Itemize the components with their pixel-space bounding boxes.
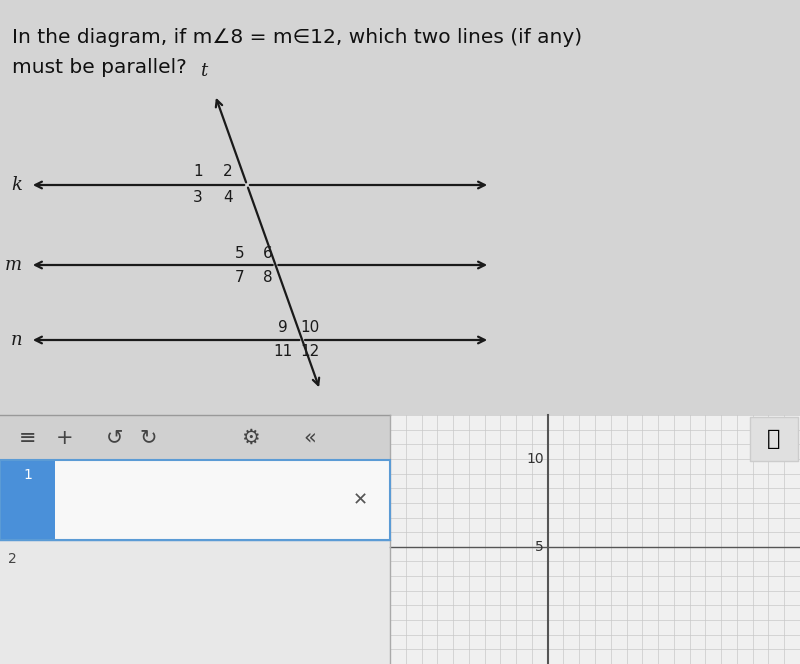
Bar	[0, 0, 800, 415]
Text: 1: 1	[23, 468, 32, 482]
Text: 12: 12	[300, 345, 320, 359]
Bar	[0, 415, 800, 664]
Text: ↺: ↺	[106, 428, 124, 448]
Text: k: k	[11, 176, 22, 194]
Text: 10: 10	[526, 452, 544, 466]
Text: 5: 5	[535, 540, 544, 554]
Text: 7: 7	[235, 270, 245, 284]
Text: 8: 8	[263, 270, 273, 284]
Text: m: m	[5, 256, 22, 274]
Text: 5: 5	[235, 246, 245, 260]
Bar	[390, 415, 800, 664]
Bar	[0, 460, 55, 540]
Text: 4: 4	[223, 191, 233, 205]
Text: t: t	[200, 62, 207, 80]
Text: 🔧: 🔧	[767, 429, 781, 449]
Text: 2: 2	[8, 552, 17, 566]
Text: 9: 9	[278, 319, 288, 335]
Text: 6: 6	[263, 246, 273, 260]
Text: In the diagram, if m∠8 = m∈12, which two lines (if any): In the diagram, if m∠8 = m∈12, which two…	[12, 28, 582, 47]
Bar	[0, 415, 390, 460]
Text: 1: 1	[193, 165, 203, 179]
Text: 11: 11	[274, 345, 293, 359]
Text: «: «	[304, 428, 316, 448]
Bar	[0, 460, 390, 540]
Text: must be parallel?: must be parallel?	[12, 58, 186, 77]
Text: +: +	[56, 428, 74, 448]
Text: n: n	[10, 331, 22, 349]
Text: 10: 10	[300, 319, 320, 335]
Bar	[750, 417, 798, 461]
Text: 2: 2	[223, 165, 233, 179]
Text: ↻: ↻	[139, 428, 157, 448]
Text: ⚙: ⚙	[241, 428, 259, 448]
Bar	[0, 460, 390, 540]
Text: ✕: ✕	[353, 491, 367, 509]
Text: ≡: ≡	[19, 428, 37, 448]
Text: 3: 3	[193, 191, 203, 205]
